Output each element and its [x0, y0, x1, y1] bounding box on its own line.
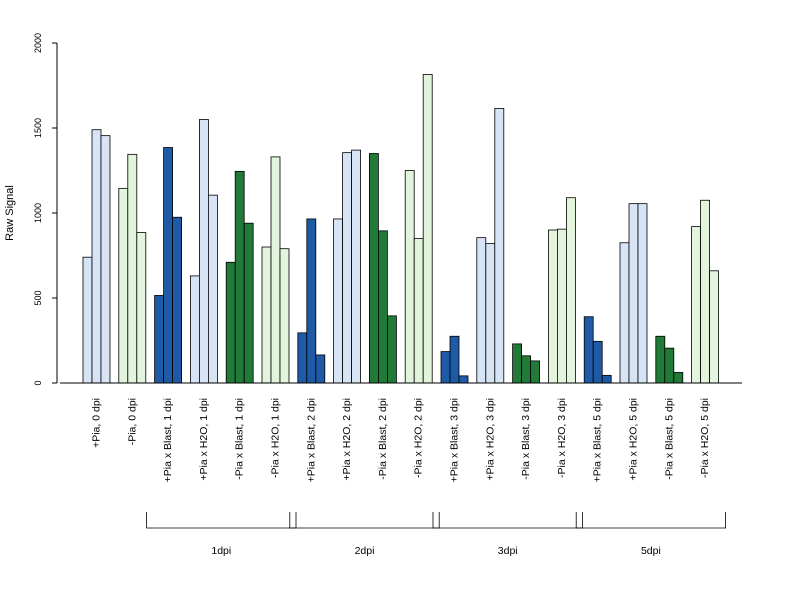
- x-tick-label: +Pia x Blast, 3 dpi: [449, 398, 461, 482]
- group-bracket-label: 3dpi: [498, 545, 518, 557]
- bar: [413, 238, 424, 384]
- bar: [476, 237, 487, 384]
- x-tick-label: -Pia x Blast, 2 dpi: [377, 398, 389, 480]
- group-bracket: [575, 512, 726, 529]
- bar: [136, 232, 147, 384]
- bar: [342, 152, 353, 384]
- bar: [485, 243, 496, 384]
- x-tick-labels: +Pia, 0 dpi -Pia, 0 dpi +Pia x Blast, 1 dp…: [91, 398, 712, 482]
- x-tick-label: +Pia x H2O, 5 dpi: [628, 398, 640, 481]
- y-tick-label: 1500: [33, 118, 43, 138]
- y-axis: 0 500 1000 1500 2000: [33, 33, 58, 386]
- bars: [82, 74, 719, 384]
- group-bracket-label: 5dpi: [641, 545, 661, 557]
- bar: [557, 228, 567, 384]
- bar: [207, 194, 218, 384]
- x-tick-label: -Pia x Blast, 3 dpi: [520, 398, 532, 480]
- x-tick-label: -Pia x H2O, 2 dpi: [413, 398, 425, 478]
- bar: [664, 347, 675, 384]
- bar: [225, 261, 236, 384]
- group-brackets: 1dpi 2dpi 3dpi 5dpi: [146, 512, 726, 557]
- bar: [351, 149, 362, 384]
- bar: [440, 351, 451, 384]
- x-tick-label: -Pia x H2O, 5 dpi: [699, 398, 711, 478]
- x-tick-label: +Pia x H2O, 1 dpi: [198, 398, 210, 481]
- x-tick-label: -Pia x Blast, 5 dpi: [663, 398, 675, 480]
- y-tick-label: 1000: [33, 203, 43, 223]
- bar: [118, 187, 129, 384]
- x-tick-label: +Pia x Blast, 2 dpi: [305, 398, 317, 482]
- bar: [154, 295, 165, 384]
- bar: [297, 332, 308, 384]
- bar: [566, 197, 576, 384]
- bar: [100, 135, 111, 384]
- bar: [422, 74, 433, 384]
- bar: [91, 129, 102, 384]
- bar: [637, 203, 648, 384]
- x-tick-label: -Pia x Blast, 1 dpi: [234, 398, 246, 480]
- bar: [377, 230, 388, 384]
- bar: [619, 242, 630, 384]
- x-tick-label: +Pia x Blast, 5 dpi: [592, 398, 604, 482]
- bar: [700, 199, 710, 384]
- bar: [306, 218, 317, 384]
- bar: [601, 374, 612, 384]
- bar: [449, 335, 460, 384]
- bar: [333, 218, 344, 384]
- bar: [404, 170, 415, 384]
- bar: [386, 315, 397, 384]
- bar: [592, 340, 603, 384]
- bar: [691, 226, 701, 384]
- x-tick-label: +Pia x H2O, 3 dpi: [484, 398, 496, 481]
- bar: [494, 108, 505, 384]
- bar: [368, 153, 379, 384]
- bar: [628, 203, 639, 384]
- bar: [163, 147, 174, 384]
- y-tick-label: 2000: [33, 33, 43, 53]
- bar: [512, 343, 522, 384]
- bar: [270, 156, 281, 384]
- group-bracket: [146, 512, 297, 529]
- group-bracket-label: 1dpi: [211, 545, 231, 557]
- bar: [709, 270, 719, 384]
- x-tick-label: +Pia x H2O, 2 dpi: [341, 398, 353, 481]
- bar: [530, 360, 540, 384]
- bar: [315, 354, 326, 384]
- group-bracket: [432, 512, 583, 529]
- x-tick-label: +Pia x Blast, 1 dpi: [162, 398, 174, 482]
- bar: [548, 229, 558, 384]
- bar: [655, 335, 666, 384]
- bar: [234, 170, 245, 384]
- bar: [279, 248, 290, 384]
- bar: [458, 375, 469, 384]
- bar: [127, 153, 138, 384]
- bar: [261, 246, 272, 384]
- x-tick-label: -Pia, 0 dpi: [126, 398, 138, 445]
- x-tick-label: +Pia, 0 dpi: [91, 398, 103, 448]
- x-tick-label: -Pia x H2O, 1 dpi: [270, 398, 282, 478]
- bar: [198, 119, 209, 384]
- y-tick-label: 500: [33, 290, 43, 305]
- group-bracket-label: 2dpi: [355, 545, 375, 557]
- bar: [583, 316, 594, 384]
- group-bracket: [289, 512, 440, 529]
- y-tick-label: 0: [33, 380, 43, 385]
- bar: [521, 355, 531, 384]
- bar: [172, 216, 183, 384]
- bar: [82, 256, 93, 384]
- bar: [243, 222, 254, 384]
- bar: [189, 275, 200, 384]
- y-axis-label: Raw Signal: [4, 185, 16, 241]
- bar: [673, 372, 684, 384]
- x-tick-label: -Pia x H2O, 3 dpi: [556, 398, 568, 478]
